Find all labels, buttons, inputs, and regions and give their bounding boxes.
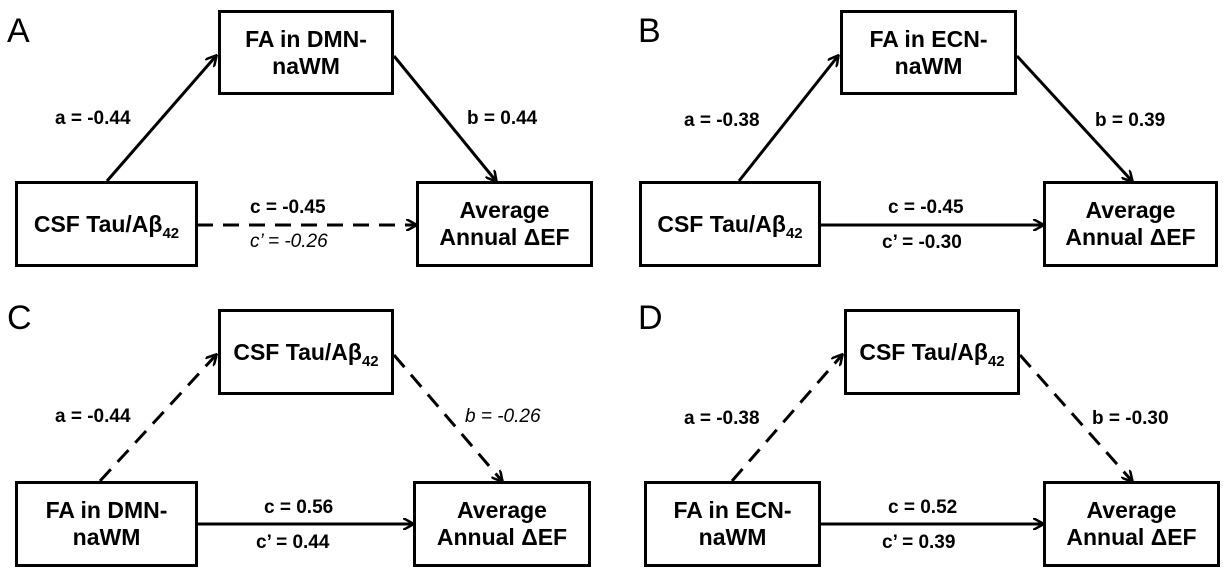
path-c-label: c = -0.45 bbox=[888, 197, 964, 218]
outcome-line2: Annual ΔEF bbox=[436, 524, 568, 550]
predictor-label: CSF Tau/Aβ42 bbox=[657, 210, 802, 241]
path-c-label: c = -0.45 bbox=[250, 197, 326, 218]
predictor-subscript: 42 bbox=[162, 224, 180, 242]
predictor-label: CSF Tau/Aβ42 bbox=[33, 210, 179, 241]
path-b-arrow bbox=[392, 354, 502, 481]
outcome-line2: Annual ΔEF bbox=[439, 224, 570, 250]
path-a-arrow bbox=[105, 56, 216, 182]
predictor-box: CSF Tau/Aβ42 bbox=[15, 181, 198, 267]
path-a-arrow bbox=[730, 355, 842, 482]
panel-letter: D bbox=[638, 299, 663, 337]
panel-letter: A bbox=[7, 12, 30, 50]
panel-letter: C bbox=[7, 299, 32, 337]
predictor-box: FA in ECN- naWM bbox=[644, 481, 821, 567]
panel-b-edges bbox=[737, 0, 1223, 285]
mediator-box: CSF Tau/Aβ42 bbox=[844, 309, 1020, 395]
path-b-arrow bbox=[1015, 54, 1132, 181]
predictor-box: CSF Tau/Aβ42 bbox=[639, 181, 821, 267]
predictor-line1: FA in ECN- bbox=[673, 497, 792, 523]
path-b-label: b = -0.30 bbox=[1092, 408, 1169, 429]
panel-a-edges bbox=[105, 0, 611, 285]
predictor-box: FA in DMN- naWM bbox=[15, 481, 198, 567]
panel-a: A FA in DMN- naWM CSF Tau/Aβ42 Average A… bbox=[0, 0, 611, 285]
mediator-label: CSF Tau/Aβ42 bbox=[233, 338, 378, 369]
path-a-label: a = -0.44 bbox=[55, 108, 131, 129]
path-b-arrow bbox=[392, 55, 496, 181]
path-b-label: b = 0.39 bbox=[1095, 110, 1166, 131]
mediator-box: CSF Tau/Aβ42 bbox=[218, 309, 394, 395]
path-b-arrow bbox=[1018, 354, 1132, 481]
mediator-label: CSF Tau/Aβ42 bbox=[859, 338, 1004, 369]
mediator-subscript: 42 bbox=[361, 352, 379, 370]
mediator-line2: naWM bbox=[272, 52, 340, 79]
predictor-line2: naWM bbox=[72, 524, 141, 550]
path-c-prime-label: c’ = 0.44 bbox=[256, 532, 330, 553]
panel-c-edges bbox=[98, 285, 611, 570]
outcome-line1: Average bbox=[1086, 497, 1177, 523]
panel-d: D CSF Tau/Aβ42 FA in ECN- naWM Average A… bbox=[632, 285, 1223, 570]
mediator-main: CSF Tau/Aβ bbox=[233, 338, 362, 365]
path-a-arrow bbox=[737, 56, 838, 182]
outcome-box: Average Annual ΔEF bbox=[413, 481, 591, 567]
predictor-line2: naWM bbox=[698, 524, 767, 550]
path-b-label: b = -0.26 bbox=[465, 406, 541, 427]
path-a-label: a = -0.38 bbox=[684, 408, 760, 429]
path-a-arrow bbox=[98, 355, 216, 483]
mediator-main: CSF Tau/Aβ bbox=[859, 338, 988, 365]
path-c-prime-label: c’ = -0.26 bbox=[250, 231, 328, 252]
outcome-line1: Average bbox=[457, 497, 547, 523]
panel-b: B FA in ECN- naWM CSF Tau/Aβ42 Average A… bbox=[632, 0, 1223, 285]
path-a-label: a = -0.44 bbox=[55, 406, 131, 427]
mediator-line2: naWM bbox=[894, 52, 963, 79]
mediator-subscript: 42 bbox=[987, 352, 1005, 370]
predictor-line1: FA in DMN- bbox=[45, 497, 168, 523]
outcome-line2: Annual ΔEF bbox=[1065, 224, 1196, 250]
outcome-box: Average Annual ΔEF bbox=[416, 181, 593, 267]
path-c-prime-label: c’ = -0.30 bbox=[882, 232, 962, 253]
outcome-box: Average Annual ΔEF bbox=[1043, 181, 1218, 267]
predictor-main: CSF Tau/Aβ bbox=[33, 210, 163, 237]
mediator-line1: FA in ECN- bbox=[869, 25, 988, 52]
mediator-box: FA in DMN- naWM bbox=[218, 10, 394, 95]
mediator-box: FA in ECN- naWM bbox=[840, 10, 1017, 95]
panel-d-edges bbox=[730, 285, 1223, 570]
path-c-prime-label: c’ = 0.39 bbox=[882, 532, 956, 553]
predictor-main: CSF Tau/Aβ bbox=[657, 210, 786, 237]
panel-letter: B bbox=[638, 12, 661, 50]
outcome-line1: Average bbox=[1085, 197, 1176, 223]
path-c-label: c = 0.52 bbox=[888, 497, 958, 518]
predictor-subscript: 42 bbox=[785, 224, 803, 242]
outcome-line2: Annual ΔEF bbox=[1066, 524, 1197, 550]
panel-c: C CSF Tau/Aβ42 FA in DMN- naWM Average A… bbox=[0, 285, 611, 570]
mediator-line1: FA in DMN- bbox=[245, 25, 367, 52]
path-b-label: b = 0.44 bbox=[467, 108, 538, 129]
path-c-label: c = 0.56 bbox=[264, 497, 334, 518]
path-a-label: a = -0.38 bbox=[684, 110, 760, 131]
outcome-box: Average Annual ΔEF bbox=[1043, 481, 1220, 567]
outcome-line1: Average bbox=[459, 197, 550, 223]
